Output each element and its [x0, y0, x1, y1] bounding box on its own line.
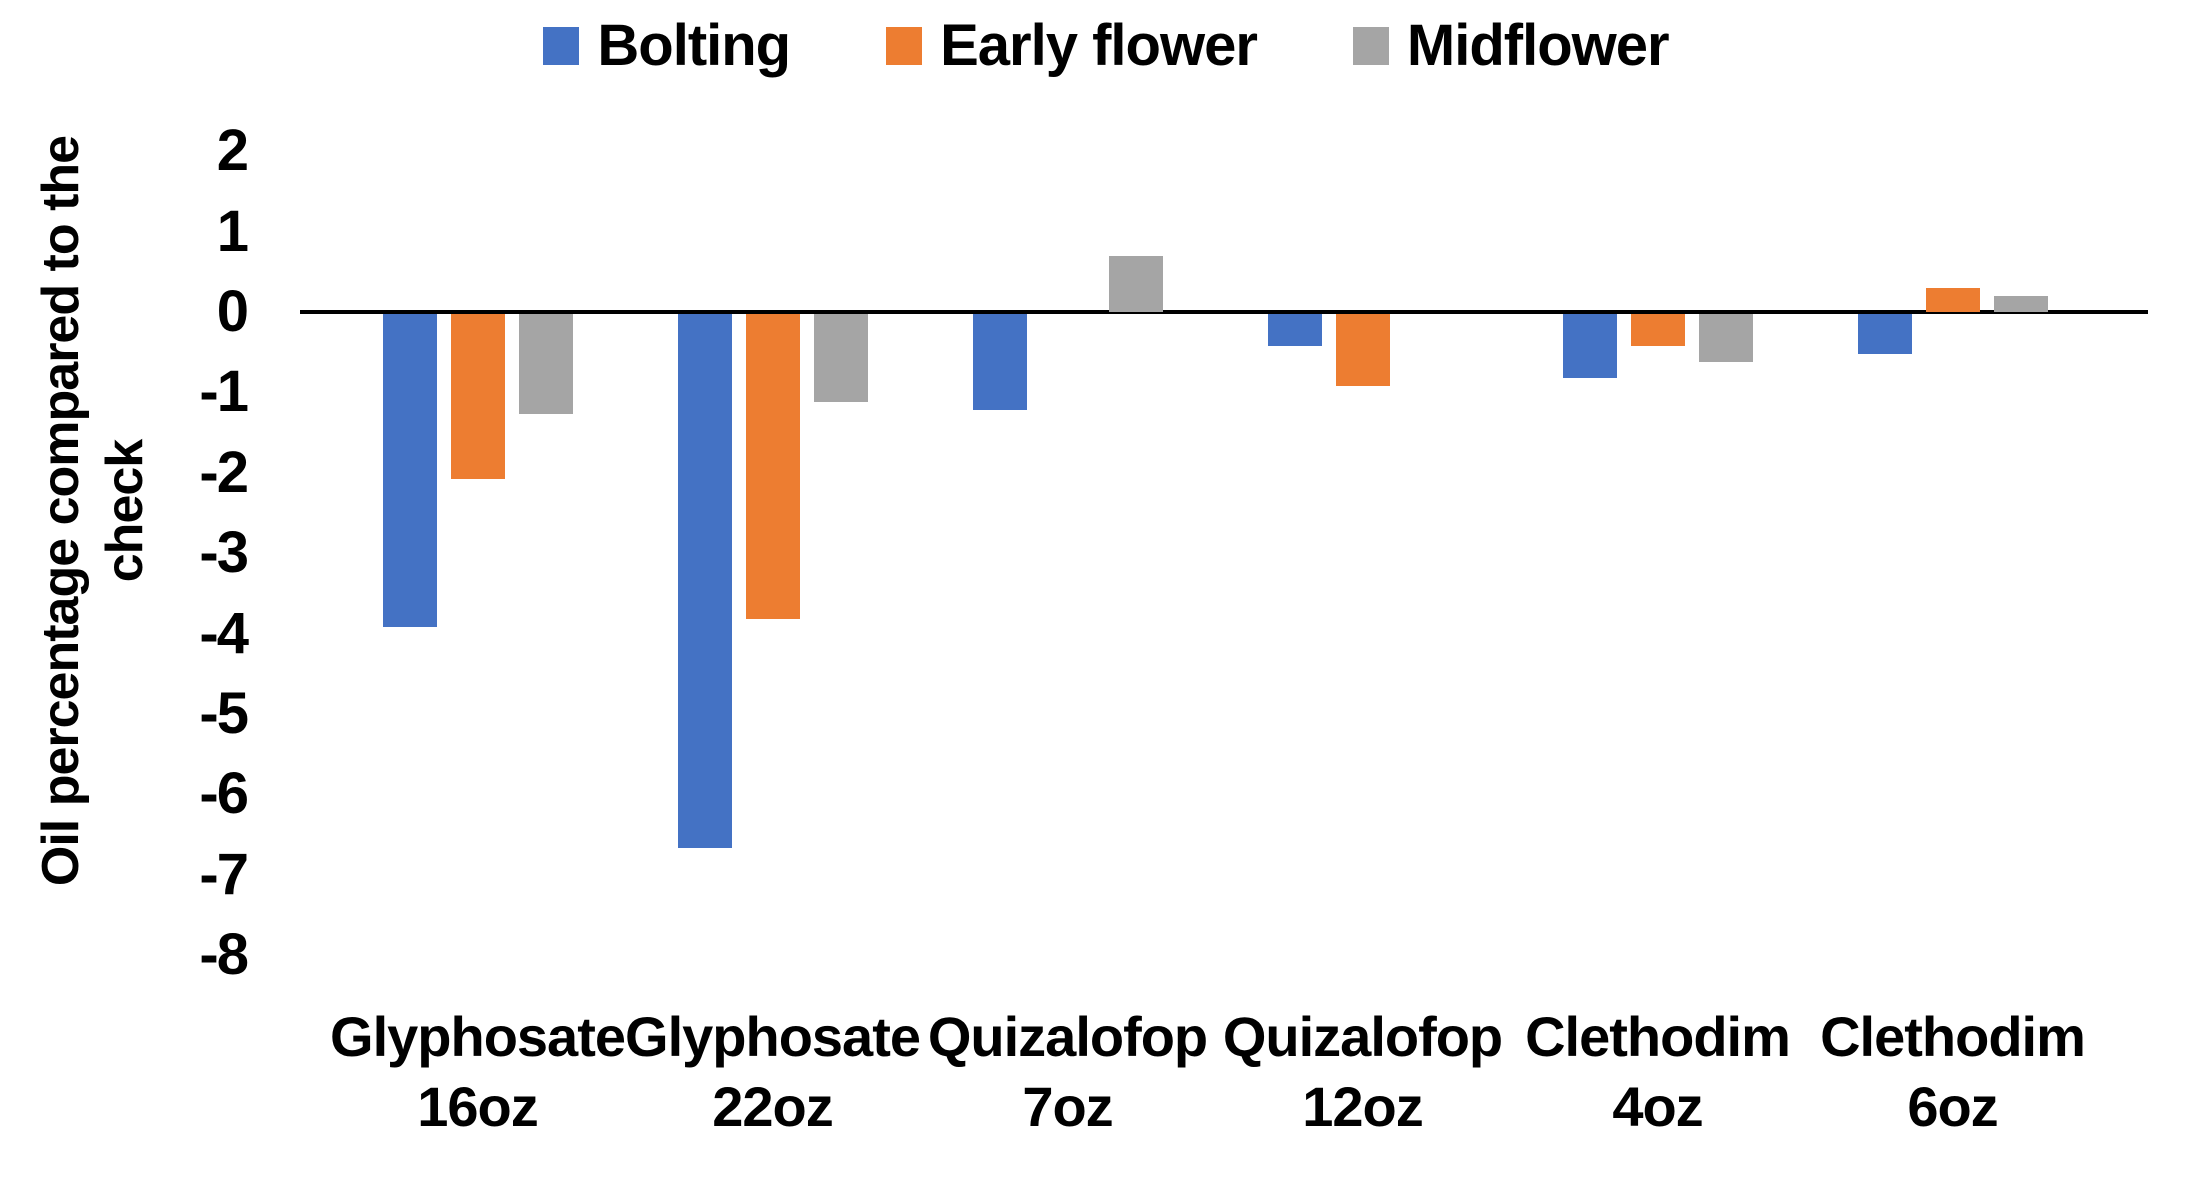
y-tick-label: -6: [199, 761, 249, 827]
y-tick-label: -2: [199, 439, 249, 505]
y-tick-label: -4: [199, 600, 249, 666]
legend-item-early-flower: Early flower: [886, 12, 1258, 79]
x-category-label: Quizalofop 7oz: [927, 1005, 1208, 1138]
y-tick-label: -5: [199, 680, 249, 746]
legend-label: Midflower: [1406, 13, 1670, 78]
bar-midflower-clethodim-4oz: [1698, 314, 1753, 363]
x-category-label: Clethodim 4oz: [1525, 1005, 1791, 1138]
bar-early-flower-clethodim-4oz: [1630, 314, 1685, 347]
y-tick-label: 1: [216, 198, 249, 264]
bar-early-flower-quizalofop-12oz: [1335, 314, 1390, 387]
bar-midflower-glyphosate-22oz: [813, 314, 868, 403]
y-tick-label: -3: [199, 520, 249, 586]
chart-legend: Bolting Early flower Midflower: [0, 12, 2212, 79]
bar-bolting-quizalofop-7oz: [972, 314, 1027, 411]
bar-bolting-quizalofop-12oz: [1267, 314, 1322, 347]
y-tick-label: 2: [216, 118, 249, 184]
bar-bolting-glyphosate-16oz: [382, 314, 437, 628]
x-category-label: Quizalofop 12oz: [1222, 1005, 1503, 1138]
x-category-label: Glyphosate 16oz: [330, 1005, 626, 1138]
legend-swatch-icon: [1352, 26, 1389, 65]
bar-midflower-quizalofop-7oz: [1108, 255, 1163, 312]
legend-swatch-icon: [543, 26, 580, 65]
x-category-label: Glyphosate 22oz: [625, 1005, 921, 1138]
bar-early-flower-clethodim-6oz: [1925, 287, 1980, 312]
y-tick-label: -1: [199, 359, 249, 425]
zero-axis-line: [300, 310, 2148, 314]
bar-early-flower-glyphosate-22oz: [745, 314, 800, 620]
y-tick-label: 0: [216, 279, 249, 344]
legend-label: Early flower: [940, 13, 1258, 78]
bar-bolting-glyphosate-22oz: [677, 314, 732, 849]
bar-bolting-clethodim-4oz: [1562, 314, 1617, 379]
y-tick-label: -8: [199, 922, 249, 987]
legend-label: Bolting: [597, 13, 791, 78]
bar-midflower-clethodim-6oz: [1993, 295, 2048, 312]
y-tick-label: -7: [199, 841, 249, 907]
bar-early-flower-glyphosate-16oz: [450, 314, 505, 479]
bar-midflower-glyphosate-16oz: [518, 314, 573, 415]
legend-item-bolting: Bolting: [543, 12, 791, 79]
x-category-label: Clethodim 6oz: [1820, 1005, 2086, 1138]
legend-swatch-icon: [886, 26, 923, 65]
legend-item-midflower: Midflower: [1352, 12, 1670, 79]
bar-bolting-clethodim-6oz: [1857, 314, 1912, 355]
